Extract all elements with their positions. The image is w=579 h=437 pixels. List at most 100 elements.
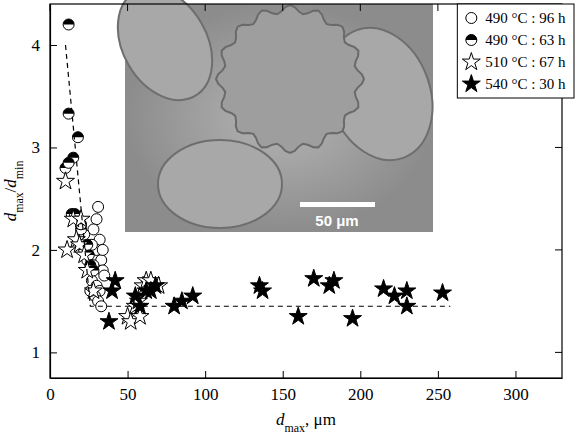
y-tick-mark (50, 352, 57, 353)
x-tick-mark (360, 371, 361, 378)
point (398, 297, 416, 314)
marker-part (63, 157, 74, 168)
legend-label: 490 °C : 96 h (485, 10, 566, 26)
x-axis: 0 50 100 150 200 250 300 (46, 371, 562, 404)
y-tick: 4 (32, 36, 58, 55)
x-tick-label: 150 (270, 385, 296, 404)
x-tick: 250 (426, 371, 452, 404)
x-tick-mark (438, 371, 439, 378)
marker-part (91, 214, 102, 225)
y-tick-mark (50, 45, 57, 46)
x-tick-mark-top (437, 4, 438, 11)
legend-label: 510 °C : 67 h (485, 54, 566, 70)
marker-part (72, 210, 90, 227)
legend-box (457, 4, 574, 98)
x-tick-label: 200 (348, 385, 374, 404)
y-tick-mark (50, 147, 57, 148)
point (97, 244, 108, 255)
x-tick-mark-top (205, 4, 206, 11)
x-tick-mark-top (282, 4, 283, 11)
x-tick-label: 250 (426, 385, 452, 404)
inset-cell (216, 5, 364, 153)
y-tick: 1 (32, 343, 58, 362)
scale-bar-label: 50 μm (315, 212, 358, 229)
marker-part (97, 244, 108, 255)
marker-part (184, 287, 202, 304)
subscript: max (12, 192, 26, 213)
y-axis-line (50, 5, 51, 379)
marker-part (68, 152, 79, 158)
point (184, 287, 202, 304)
legend-marker (466, 13, 477, 24)
marker-part (466, 13, 477, 24)
subscript: max (285, 421, 306, 435)
y-tick-mark-right (555, 352, 562, 353)
inset-cell (99, 0, 232, 117)
x-tick-label: 300 (503, 385, 529, 404)
chart: 50 μm0501001502002503001234dmax, μmdmax/… (0, 0, 579, 437)
x-tick-label: 0 (46, 385, 55, 404)
point (126, 287, 144, 304)
legend-marker (462, 75, 480, 92)
marker-part (100, 312, 118, 329)
x-tick-mark-top (127, 4, 128, 11)
marker-part (466, 35, 477, 41)
point (254, 281, 272, 298)
y-tick-mark (50, 250, 57, 251)
point (305, 269, 323, 286)
point (72, 210, 90, 227)
point (106, 271, 124, 288)
x-tick-mark (205, 371, 206, 378)
legend-marker (466, 35, 477, 46)
point (84, 281, 102, 298)
y-tick-label: 2 (32, 241, 41, 260)
point (434, 284, 452, 301)
point (344, 309, 362, 326)
point (93, 201, 104, 212)
x-tick-mark (128, 371, 129, 378)
x-tick: 150 (270, 371, 296, 404)
y-tick-mark-right (555, 249, 562, 250)
x-tick-mark-top (50, 4, 51, 11)
text-part: , μm (305, 410, 336, 429)
inset-image: 50 μm (99, 0, 451, 232)
marker-part (289, 307, 307, 324)
point (63, 157, 74, 168)
x-tick-mark (515, 371, 516, 378)
y-tick-label: 4 (32, 36, 41, 55)
y-tick-mark-right (555, 147, 562, 148)
fit-line (66, 45, 451, 306)
scale-bar (300, 202, 375, 207)
x-axis-line (51, 378, 563, 379)
legend-label: 490 °C : 63 h (485, 32, 566, 48)
y-axis-title: dmax/dmin (1, 161, 26, 222)
marker-part (126, 287, 144, 304)
marker-part (93, 201, 104, 212)
marker-part (75, 246, 93, 263)
x-tick: 200 (348, 371, 374, 404)
marker-part (84, 281, 102, 298)
x-tick-label: 50 (120, 385, 137, 404)
x-tick: 300 (503, 371, 529, 404)
y-axis: 1 2 3 4 (32, 5, 58, 379)
marker-part (434, 284, 452, 301)
point (142, 281, 160, 298)
point (91, 214, 102, 225)
marker-part (63, 157, 74, 163)
point (75, 246, 93, 263)
y-tick: 3 (32, 138, 58, 157)
marker-part (63, 108, 74, 114)
marker-part (466, 35, 477, 46)
y-tick-label: 3 (32, 138, 41, 157)
marker-part (462, 75, 480, 92)
x-tick: 100 (193, 371, 219, 404)
plot-area (57, 19, 452, 329)
marker-part (254, 281, 272, 298)
point (325, 271, 343, 288)
marker-part (63, 19, 74, 30)
x-tick-mark-top (360, 4, 361, 11)
point (57, 172, 75, 189)
marker-part (63, 19, 74, 25)
x-tick-label: 100 (193, 385, 219, 404)
x-tick: 50 (120, 371, 137, 404)
